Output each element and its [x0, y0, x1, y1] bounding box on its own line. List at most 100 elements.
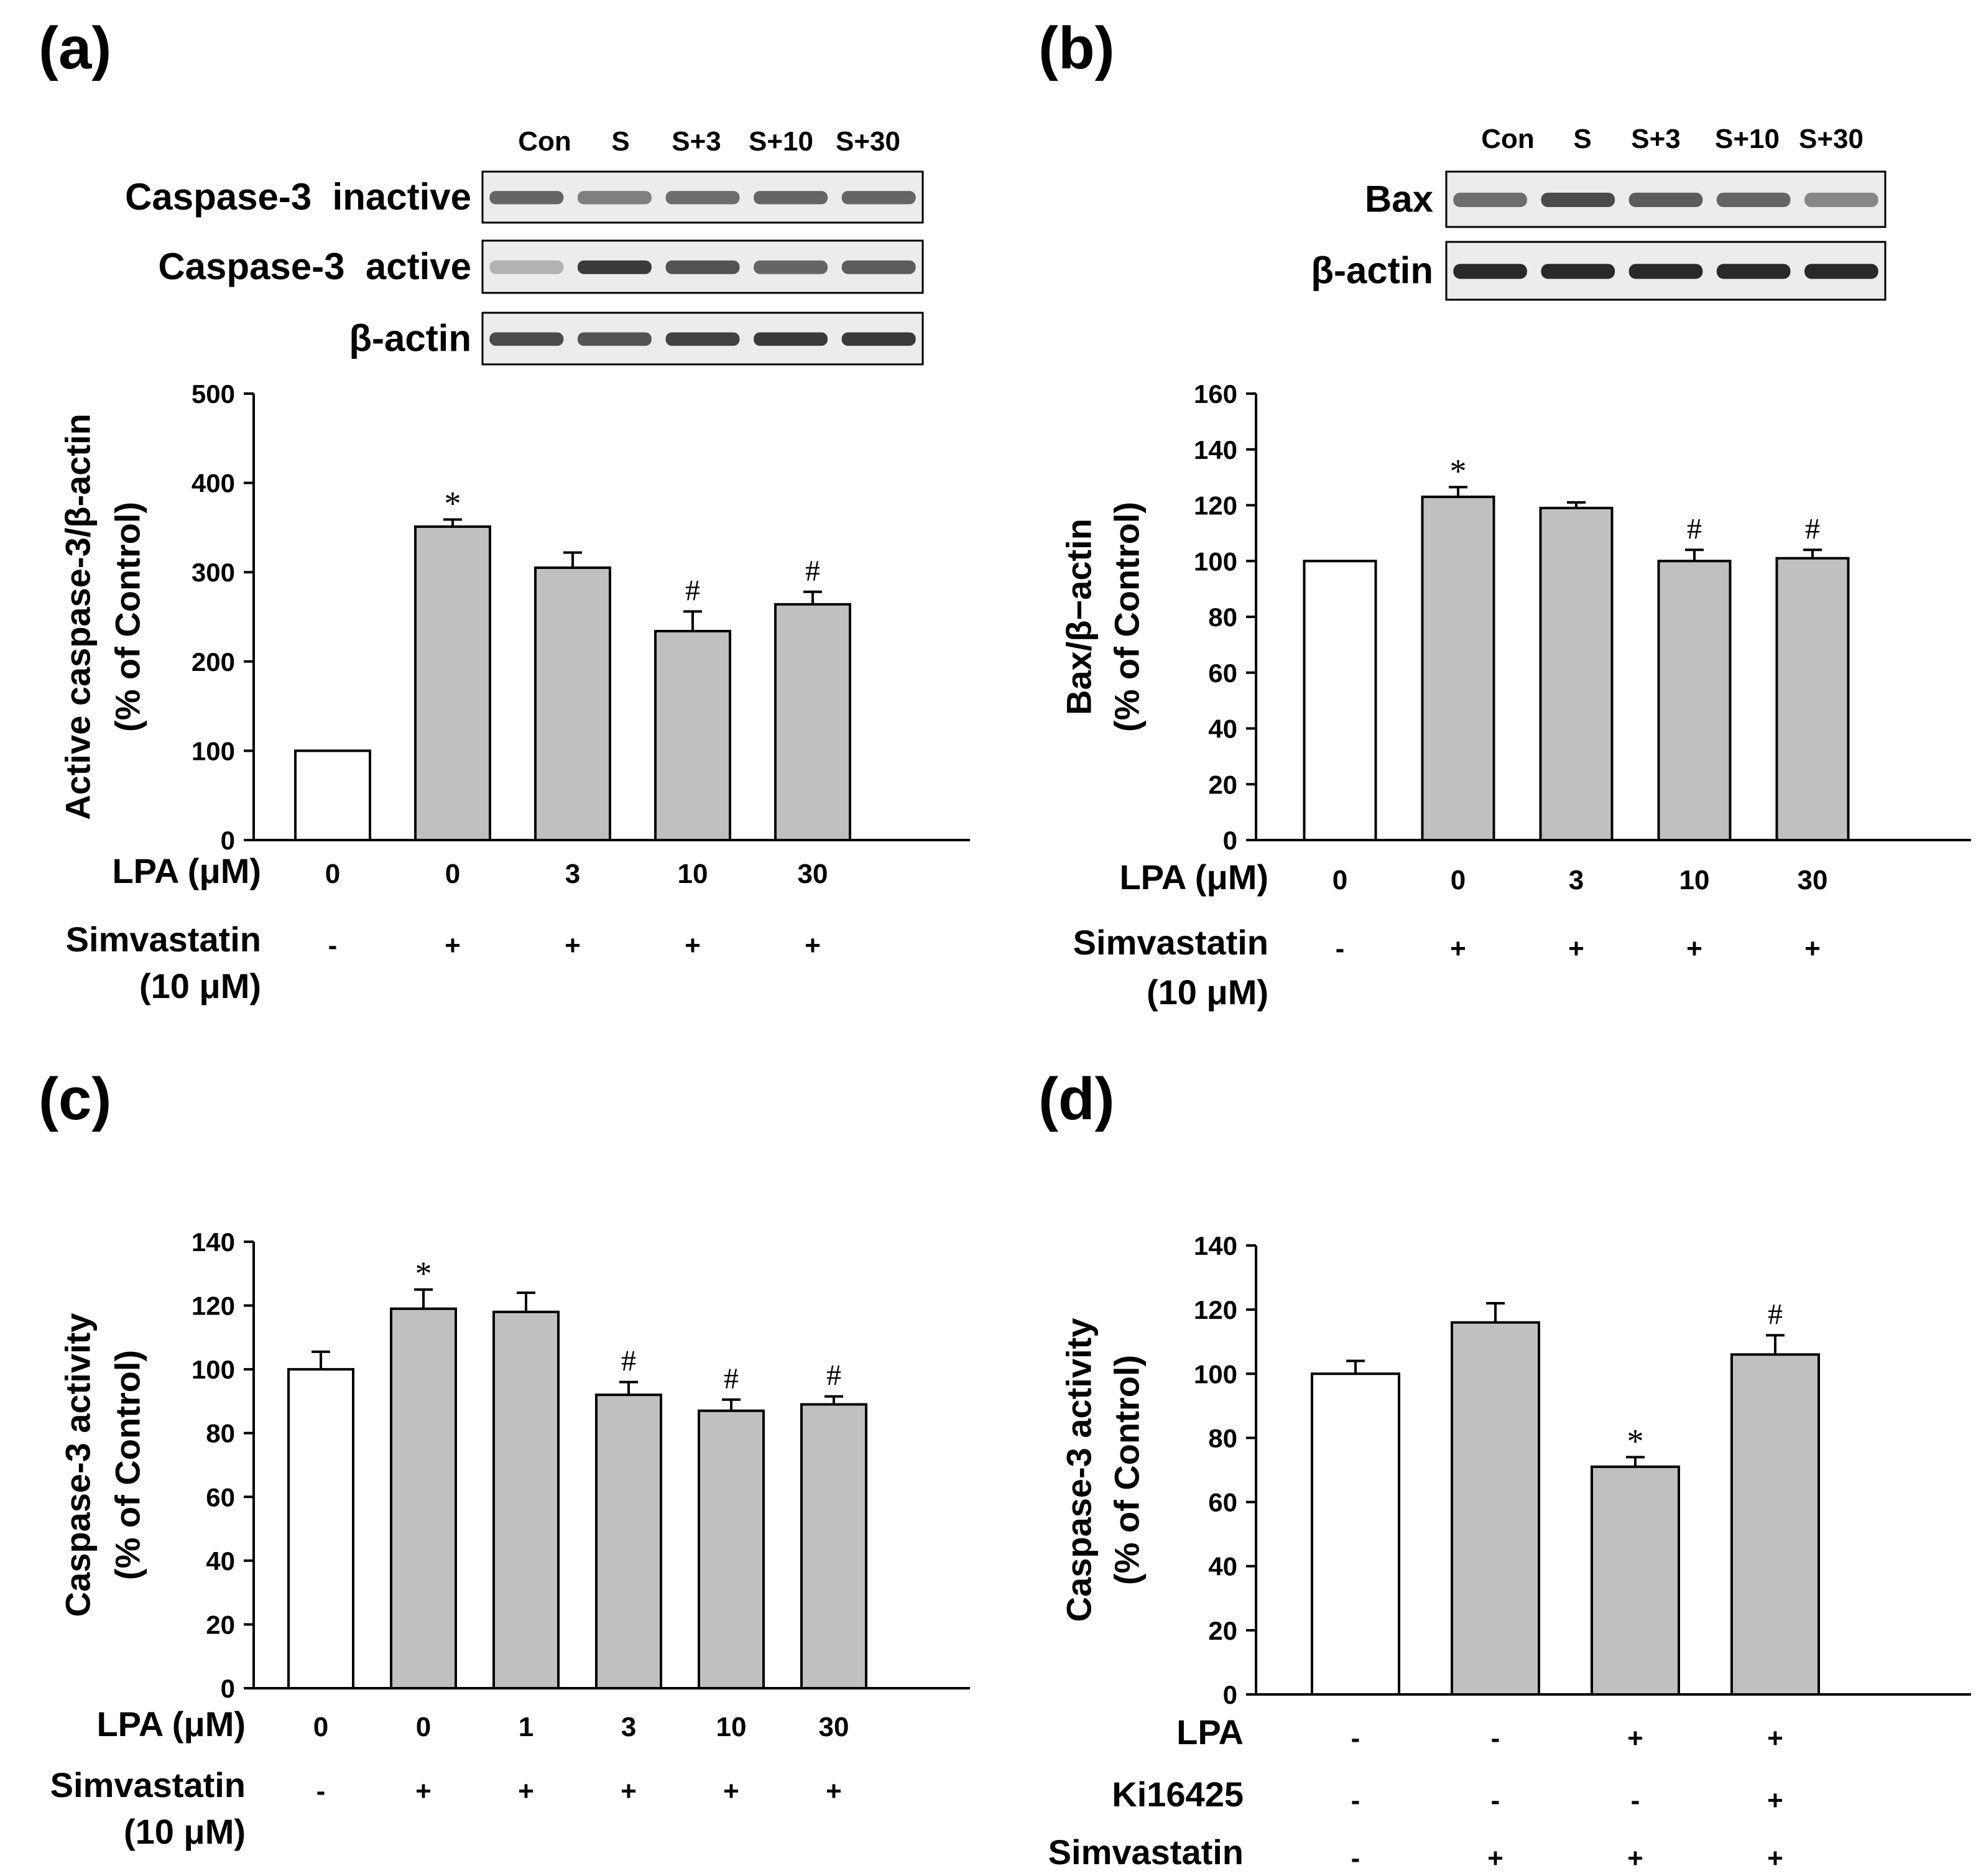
significance-mark: # — [621, 1345, 636, 1378]
y-tick-label: 40 — [1208, 1552, 1237, 1581]
x-row-label: (10 μM) — [124, 1812, 246, 1851]
y-axis-title: Caspase-3 activity — [1060, 1318, 1099, 1622]
x-row-value: 0 — [1332, 865, 1347, 895]
y-tick-label: 140 — [192, 1227, 235, 1257]
y-tick-label: 200 — [192, 647, 235, 677]
significance-mark: * — [415, 1255, 432, 1292]
y-tick-label: 40 — [1208, 714, 1237, 744]
bar — [595, 1393, 662, 1689]
bar — [1451, 1321, 1540, 1696]
blot-band — [577, 260, 652, 274]
x-row-value: - — [1491, 1785, 1500, 1816]
bar — [1311, 1372, 1400, 1696]
y-tick-label: 140 — [1194, 1231, 1237, 1260]
y-tick-label: 140 — [1194, 435, 1237, 464]
panel-b: (b)Con S S+3 S+10 S+30Baxβ-actin020406080100… — [1038, 15, 1971, 1012]
blot-band — [754, 260, 828, 274]
blot-band — [1804, 192, 1878, 207]
y-axis-title: (% of Control) — [1107, 1355, 1147, 1585]
bar — [390, 1307, 457, 1689]
y-tick-label: 20 — [1208, 1616, 1237, 1645]
significance-mark: # — [1687, 512, 1702, 545]
y-tick-label: 0 — [1223, 826, 1237, 855]
bar — [1421, 496, 1495, 841]
blot-lane-label: S+10 — [749, 126, 813, 157]
x-row-value: + — [826, 1776, 842, 1806]
x-row-value: + — [1568, 933, 1584, 964]
blot-band — [1541, 264, 1615, 279]
bar — [1303, 560, 1377, 841]
y-tick-label: 300 — [192, 558, 235, 587]
blot-lane-label: Con — [1481, 124, 1535, 154]
bar — [1591, 1465, 1680, 1696]
blot-lane-label: S — [1573, 124, 1591, 154]
bar — [534, 566, 611, 842]
y-tick-label: 120 — [1194, 491, 1237, 520]
x-row-value: + — [518, 1776, 534, 1806]
blot-band — [489, 260, 564, 274]
blot-row-label: Bax — [1365, 178, 1433, 220]
x-row-label: Ki16425 — [1112, 1775, 1244, 1814]
x-row-value: 0 — [445, 859, 460, 889]
x-row-value: 3 — [1569, 865, 1584, 895]
blot-band — [489, 332, 564, 346]
blot-band — [665, 260, 740, 274]
x-row-value: + — [621, 1776, 637, 1806]
blot-band — [754, 332, 828, 346]
x-row-value: + — [445, 930, 461, 961]
bar — [492, 1310, 560, 1690]
y-axis-title: Bax/β−actin — [1060, 519, 1099, 715]
x-row-value: - — [1351, 1723, 1360, 1754]
panel-label: (c) — [39, 1066, 111, 1132]
significance-mark: * — [1627, 1422, 1644, 1459]
significance-mark: # — [805, 555, 820, 588]
x-row-label: Simvastatin — [50, 1765, 246, 1804]
y-tick-label: 400 — [192, 469, 235, 498]
significance-mark: # — [685, 574, 700, 607]
x-row-value: 0 — [313, 1712, 328, 1742]
blot-row-label: Caspase-3 active — [158, 246, 471, 287]
bar — [774, 603, 851, 841]
blot-band — [841, 191, 916, 205]
bar — [294, 749, 371, 842]
blot-band — [841, 332, 916, 346]
significance-mark: * — [1450, 452, 1467, 489]
x-row-value: + — [1767, 1785, 1783, 1816]
x-row-label: (10 μM) — [1147, 973, 1268, 1012]
y-axis-title: (% of Control) — [1107, 502, 1147, 732]
x-row-value: 0 — [1451, 865, 1466, 895]
blot-band — [1541, 192, 1615, 207]
bar — [1775, 557, 1850, 841]
bar — [414, 525, 491, 841]
blot-band — [1804, 264, 1878, 279]
y-axis-title: (% of Control) — [108, 502, 147, 732]
bar — [654, 629, 731, 841]
y-tick-label: 500 — [192, 379, 235, 409]
bar — [1539, 506, 1614, 841]
x-row-value: + — [1767, 1843, 1783, 1874]
x-row-value: 10 — [678, 859, 708, 889]
y-tick-label: 100 — [192, 736, 235, 765]
x-row-value: + — [565, 930, 581, 961]
x-row-value: 1 — [519, 1712, 533, 1742]
x-row-value: 0 — [325, 859, 340, 889]
panel-label: (d) — [1038, 1066, 1115, 1132]
blot-lane-label: S+3 — [1631, 124, 1681, 154]
y-tick-label: 100 — [192, 1355, 235, 1384]
x-row-value: + — [1487, 1843, 1503, 1874]
significance-mark: * — [445, 484, 461, 522]
y-tick-label: 120 — [1194, 1295, 1237, 1324]
x-row-value: - — [1351, 1843, 1360, 1874]
y-tick-label: 60 — [206, 1482, 235, 1512]
y-axis-title: (% of Control) — [108, 1350, 147, 1580]
blot-band — [1628, 192, 1703, 207]
y-tick-label: 0 — [221, 1674, 235, 1703]
x-row-value: - — [328, 930, 338, 961]
x-row-value: + — [723, 1776, 739, 1806]
blot-lane-label: S+30 — [836, 126, 900, 157]
x-row-value: 3 — [621, 1712, 636, 1742]
panel-d: (d) 0 20 40 60 80 100 120 140 Caspase-3 activity(… — [1038, 1066, 1971, 1874]
x-row-value: - — [1351, 1785, 1360, 1816]
x-row-value: 30 — [1798, 865, 1828, 895]
